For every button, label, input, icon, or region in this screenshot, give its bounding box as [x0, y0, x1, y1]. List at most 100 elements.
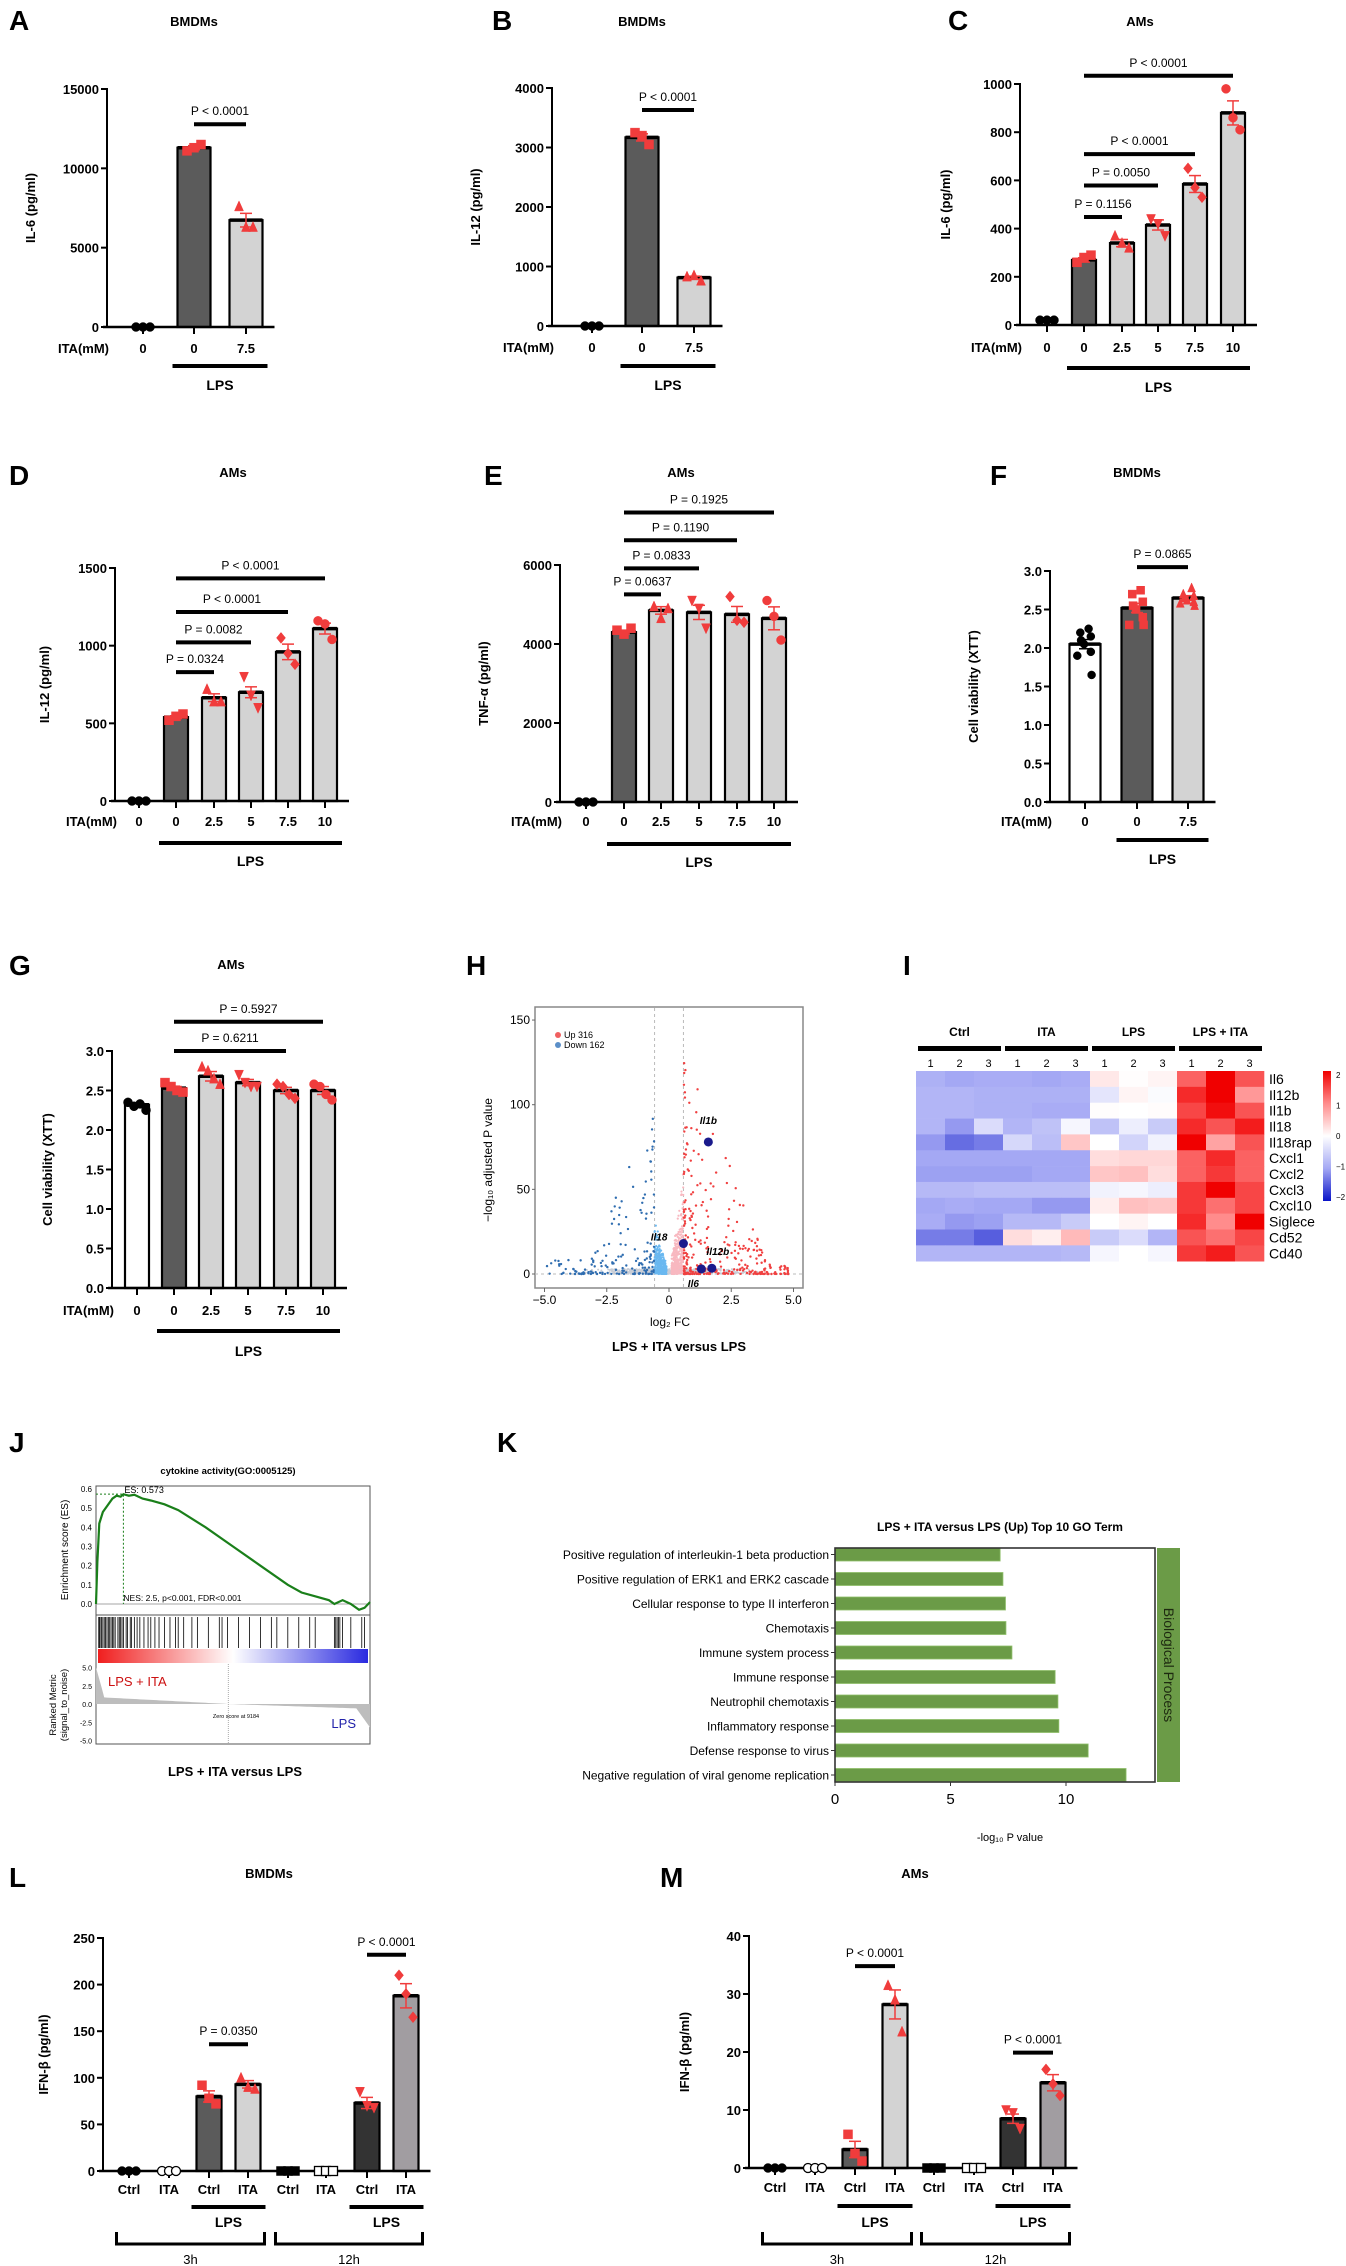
x-tick-label: 5 — [244, 1303, 251, 1318]
go-term-label: Defense response to virus — [690, 1744, 829, 1758]
volcano-point — [760, 1261, 763, 1264]
volcano-point — [740, 1259, 743, 1262]
volcano-point — [657, 1263, 660, 1266]
volcano-point — [738, 1263, 741, 1266]
volcano-point — [683, 1222, 687, 1225]
volcano-point — [650, 1170, 653, 1173]
y-tick-label: 40 — [727, 1929, 741, 1944]
volcano-point — [562, 1271, 565, 1275]
go-term-label: Positive regulation of interleukin-1 bet… — [563, 1548, 829, 1562]
heatmap-cell — [1061, 1166, 1091, 1183]
volcano-point — [727, 1217, 730, 1221]
volcano-point — [641, 1269, 644, 1272]
volcano-point — [661, 1252, 664, 1255]
es-label: ES: 0.573 — [124, 1485, 164, 1495]
volcano-point — [705, 1227, 709, 1231]
volcano-point — [621, 1266, 624, 1270]
heatmap-cell — [1177, 1086, 1207, 1103]
volcano-point — [676, 1251, 679, 1254]
treatment-group-label: LPS — [1149, 851, 1176, 867]
y-tick-label: 3.0 — [86, 1044, 104, 1059]
volcano-point — [682, 1193, 685, 1197]
data-point — [762, 595, 772, 606]
volcano-point — [736, 1271, 739, 1274]
volcano-point — [651, 1265, 654, 1269]
volcano-point — [747, 1268, 750, 1271]
volcano-point — [737, 1244, 741, 1248]
bar — [647, 609, 675, 804]
heatmap-cell — [1032, 1086, 1062, 1103]
bar — [197, 1075, 225, 1290]
volcano-point — [729, 1272, 733, 1276]
heatmap-cell — [1206, 1071, 1236, 1088]
volcano-point — [682, 1071, 686, 1075]
x-axis-label: log₂ FC — [650, 1315, 690, 1329]
volcano-point — [699, 1239, 702, 1242]
x-tick-label: 0 — [135, 814, 142, 829]
volcano-point — [601, 1259, 604, 1263]
go-term-bar — [834, 1743, 1089, 1758]
heatmap-cell — [1206, 1118, 1236, 1135]
volcano-point — [682, 1061, 686, 1065]
volcano-point — [610, 1272, 613, 1276]
volcano-point — [596, 1249, 599, 1253]
volcano-point — [645, 1212, 648, 1215]
volcano-point — [613, 1271, 616, 1274]
bar — [1108, 241, 1136, 327]
heatmap-cell — [1119, 1166, 1149, 1183]
x-tick-label: Ctrl — [923, 2180, 945, 2195]
volcano-point — [711, 1132, 715, 1136]
heatmap-cell — [1235, 1086, 1265, 1103]
panel-label: M — [660, 1862, 683, 1893]
volcano-point — [649, 1257, 652, 1261]
volcano-point — [674, 1234, 677, 1237]
volcano-point — [690, 1245, 693, 1248]
heatmap-cell — [1003, 1197, 1033, 1214]
gene-label: Cxcl10 — [1269, 1198, 1312, 1214]
volcano-point — [614, 1268, 618, 1272]
x-tick-label: 5.0 — [785, 1293, 802, 1307]
panel-E: E AMs 0 2000 4000 6000 TNF-α (pg/ml) 0 0 2.5 5 7.5 1… — [476, 460, 798, 870]
volcano-point — [610, 1222, 614, 1225]
data-point — [1235, 125, 1245, 135]
volcano-point — [741, 1272, 744, 1275]
volcano-point — [627, 1272, 630, 1275]
volcano-point — [742, 1204, 745, 1207]
data-point — [975, 2162, 987, 2174]
treatment-group-label: LPS — [1145, 379, 1172, 395]
heatmap-cell — [1032, 1213, 1062, 1230]
data-point — [739, 616, 749, 629]
volcano-point — [597, 1268, 600, 1271]
volcano-point — [699, 1242, 702, 1245]
replicate-label: 2 — [1130, 1058, 1136, 1070]
x-tick-label: 0 — [133, 1303, 140, 1318]
data-point — [644, 139, 654, 150]
chart-caption: LPS + ITA versus LPS — [168, 1764, 302, 1779]
volcano-point — [622, 1272, 626, 1276]
volcano-point — [667, 1269, 670, 1272]
volcano-point — [641, 1272, 644, 1275]
volcano-point — [645, 1257, 648, 1260]
p-value-label: P = 0.1925 — [670, 493, 728, 507]
heatmap-cell — [1032, 1166, 1062, 1183]
group-bar — [1092, 1046, 1175, 1051]
x-tick-label: Ctrl — [844, 2180, 866, 2195]
heatmap-cell — [916, 1166, 946, 1183]
replicate-label: 2 — [1043, 1058, 1049, 1070]
volcano-point — [685, 1142, 689, 1145]
heatmap-cell — [1235, 1150, 1265, 1167]
volcano-point — [660, 1270, 664, 1274]
time-group-label: 3h — [183, 2252, 197, 2266]
heatmap-cell — [974, 1245, 1004, 1262]
volcano-point — [567, 1258, 570, 1262]
data-point — [170, 2165, 182, 2177]
go-term-label: Negative regulation of viral genome repl… — [582, 1769, 829, 1783]
chart-title: AMs — [1126, 14, 1153, 29]
volcano-point — [690, 1126, 693, 1130]
bar — [723, 613, 751, 804]
volcano-point — [738, 1247, 742, 1250]
volcano-point — [582, 1271, 585, 1274]
heatmap-cell — [1235, 1102, 1265, 1119]
x-tick-label: ITA — [885, 2180, 906, 2195]
heatmap-cell — [1206, 1166, 1236, 1183]
